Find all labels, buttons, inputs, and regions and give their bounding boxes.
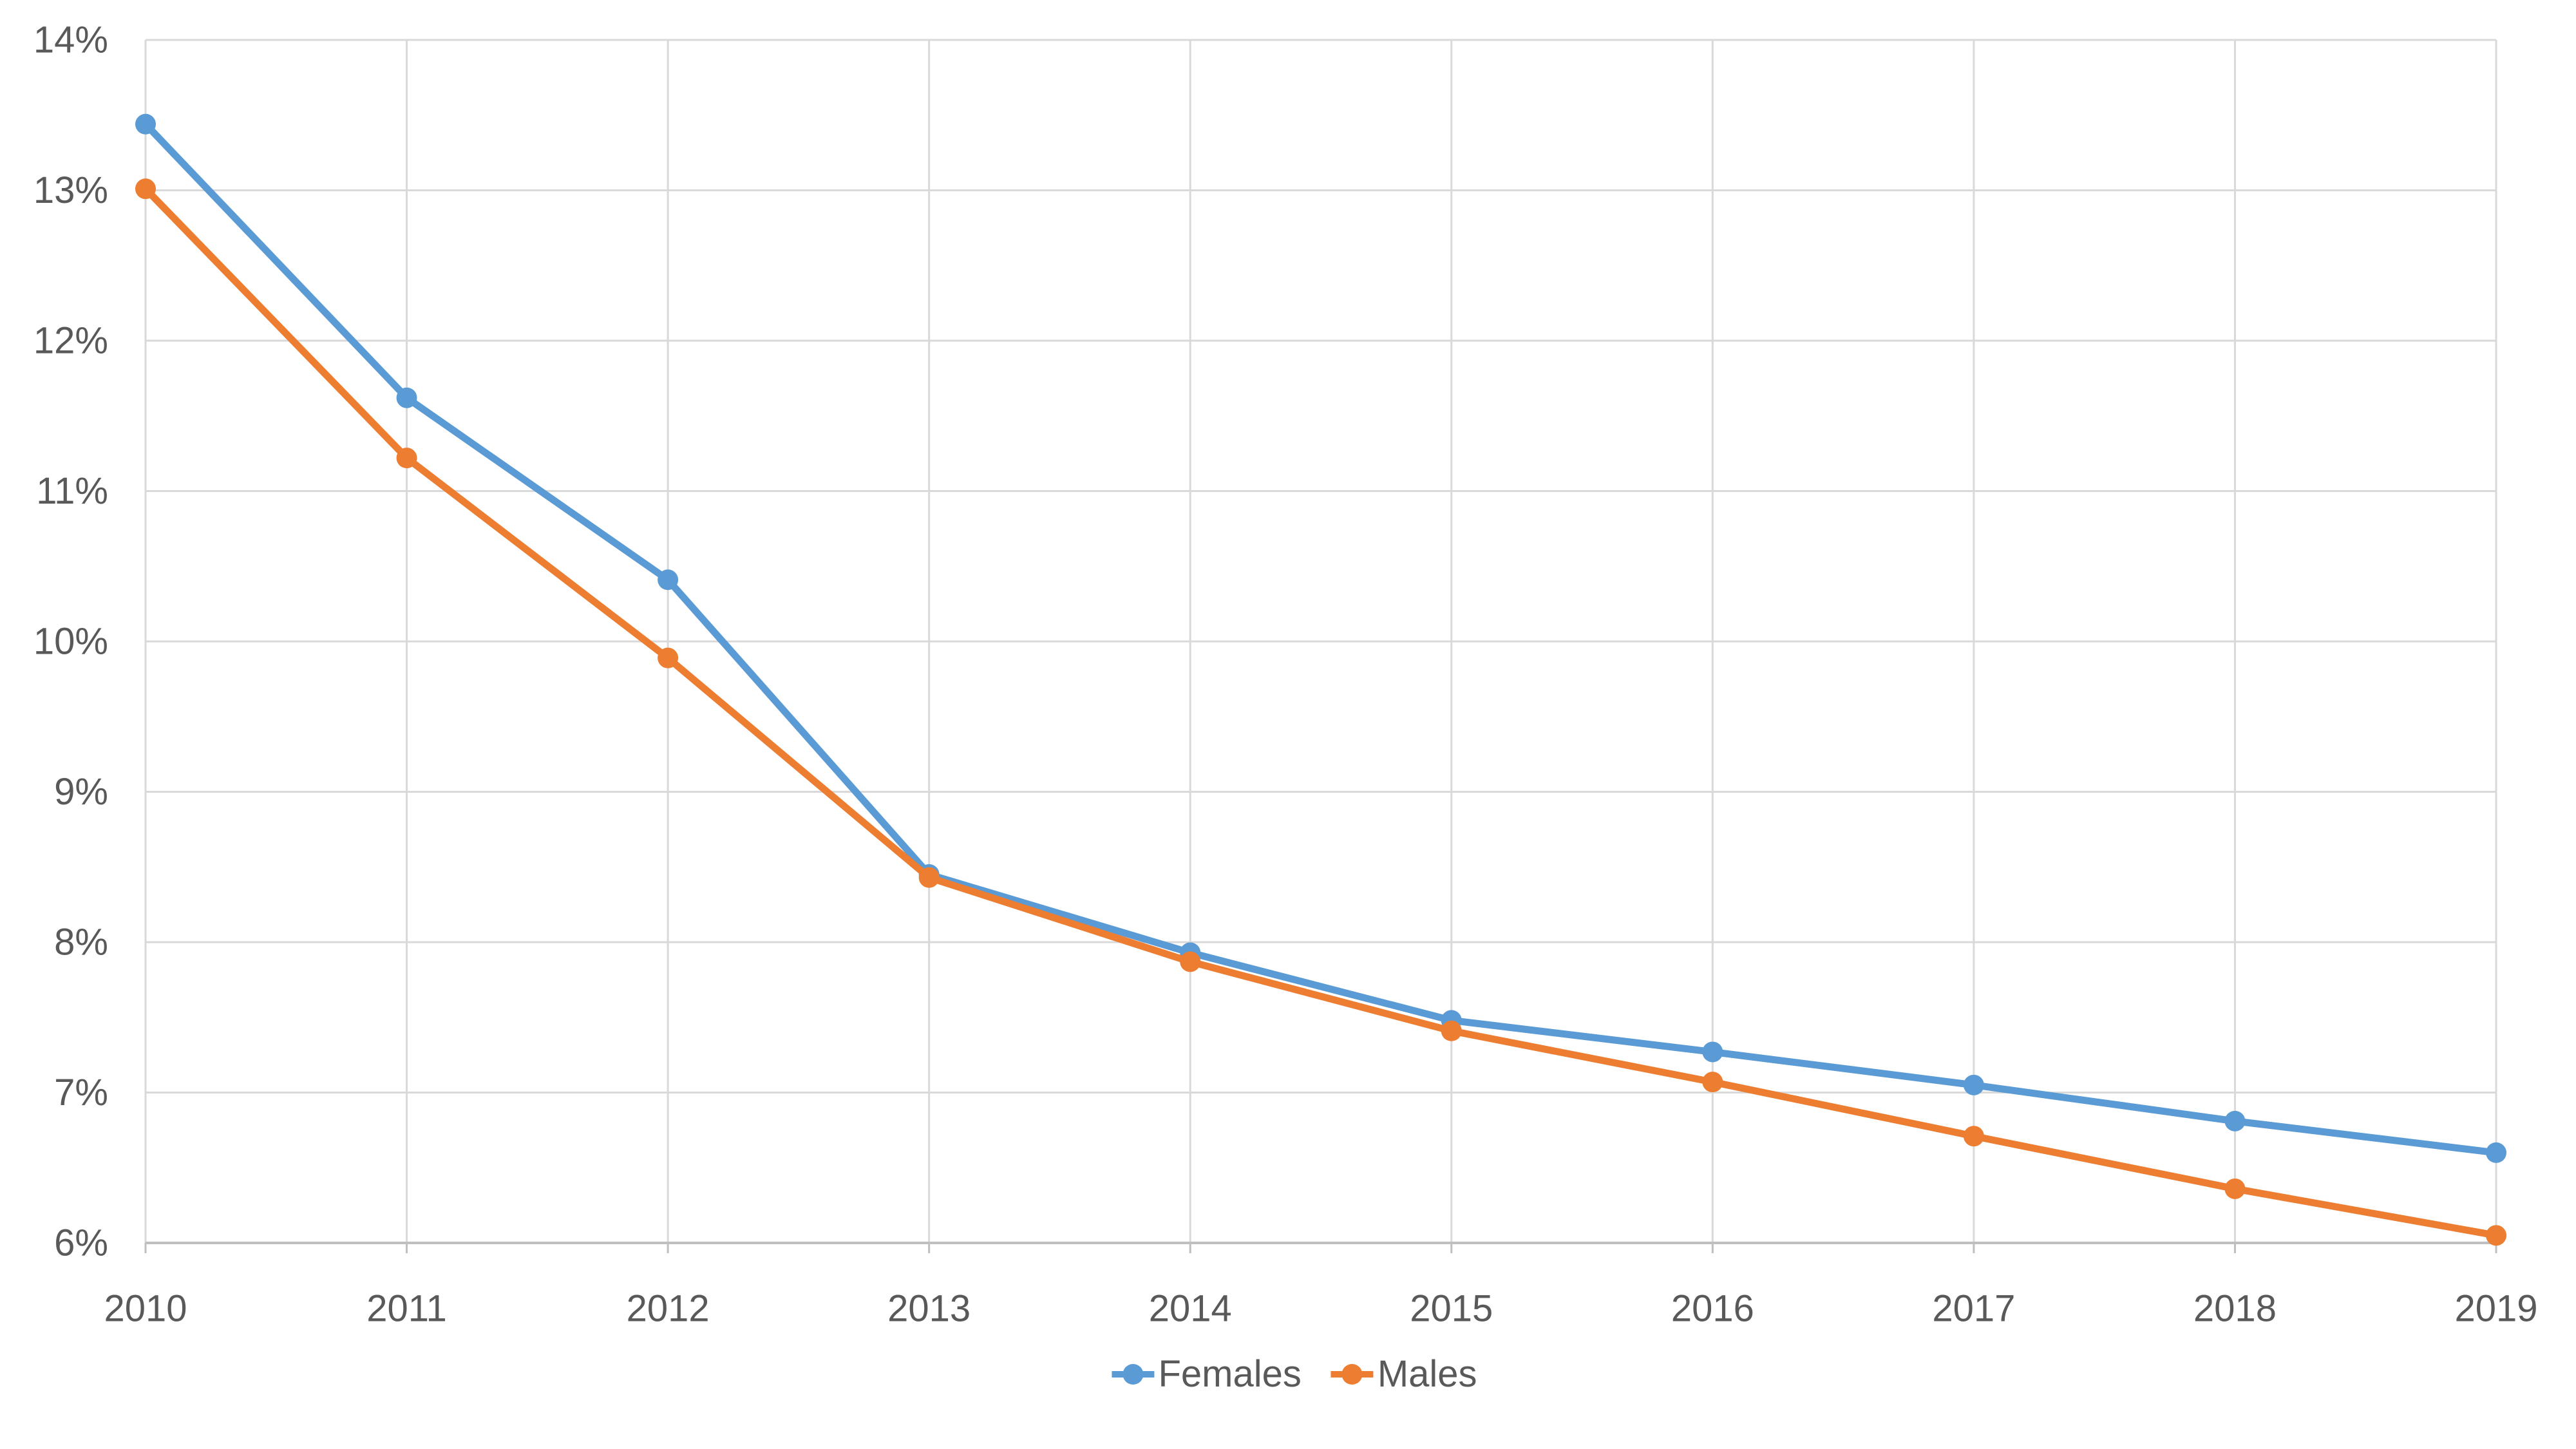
y-axis-tick-label: 14% <box>33 19 108 61</box>
males-data-point-2016 <box>1702 1072 1723 1093</box>
males-data-point-2012 <box>658 647 679 668</box>
y-axis-tick-label: 12% <box>33 320 108 362</box>
legend-item-males: Males <box>1331 1356 1477 1393</box>
females-data-point-2011 <box>396 387 417 408</box>
y-axis-tick-label: 8% <box>54 922 108 963</box>
males-legend-marker-icon <box>1331 1363 1374 1386</box>
x-axis-tick-label: 2012 <box>627 1288 710 1330</box>
legend-label-females: Females <box>1158 1353 1302 1395</box>
y-axis-tick-label: 9% <box>54 771 108 813</box>
x-axis-tick-label: 2010 <box>104 1288 187 1330</box>
y-axis-tick-label: 13% <box>33 169 108 211</box>
y-axis-tick-label: 7% <box>54 1072 108 1113</box>
males-data-point-2019 <box>2486 1225 2506 1246</box>
females-data-point-2018 <box>2224 1110 2246 1132</box>
females-data-point-2017 <box>1963 1074 1984 1095</box>
y-axis-tick-label: 11% <box>36 470 108 512</box>
x-axis-tick-label: 2015 <box>1410 1288 1493 1330</box>
males-data-point-2010 <box>135 178 156 200</box>
y-axis-tick-label: 10% <box>33 621 108 663</box>
males-data-point-2014 <box>1180 951 1201 972</box>
x-axis-tick-label: 2014 <box>1149 1288 1232 1330</box>
males-data-point-2018 <box>2224 1178 2246 1199</box>
females-data-point-2019 <box>2486 1142 2506 1163</box>
males-data-point-2013 <box>918 867 940 888</box>
females-data-point-2012 <box>658 569 679 591</box>
x-axis-tick-label: 2013 <box>887 1288 971 1330</box>
x-axis-tick-label: 2017 <box>1932 1288 2015 1330</box>
x-axis-tick-label: 2016 <box>1671 1288 1754 1330</box>
x-axis-tick-label: 2019 <box>2454 1288 2537 1330</box>
females-line-series <box>142 120 2500 1157</box>
legend-item-females: Females <box>1112 1353 1302 1395</box>
males-line-series <box>142 185 2500 1239</box>
x-axis-tick-label: 2011 <box>366 1288 447 1330</box>
males-data-point-2011 <box>396 448 417 469</box>
females-legend-marker-icon <box>1112 1363 1155 1386</box>
males-data-point-2017 <box>1963 1126 1984 1147</box>
y-axis-tick-label: 6% <box>54 1222 108 1264</box>
chart-legend: Females Males <box>1112 1356 1477 1393</box>
males-data-point-2015 <box>1441 1020 1462 1041</box>
females-data-point-2010 <box>135 113 156 135</box>
females-data-point-2016 <box>1702 1041 1723 1063</box>
legend-label-males: Males <box>1377 1353 1477 1395</box>
x-axis-tick-label: 2018 <box>2193 1288 2277 1330</box>
